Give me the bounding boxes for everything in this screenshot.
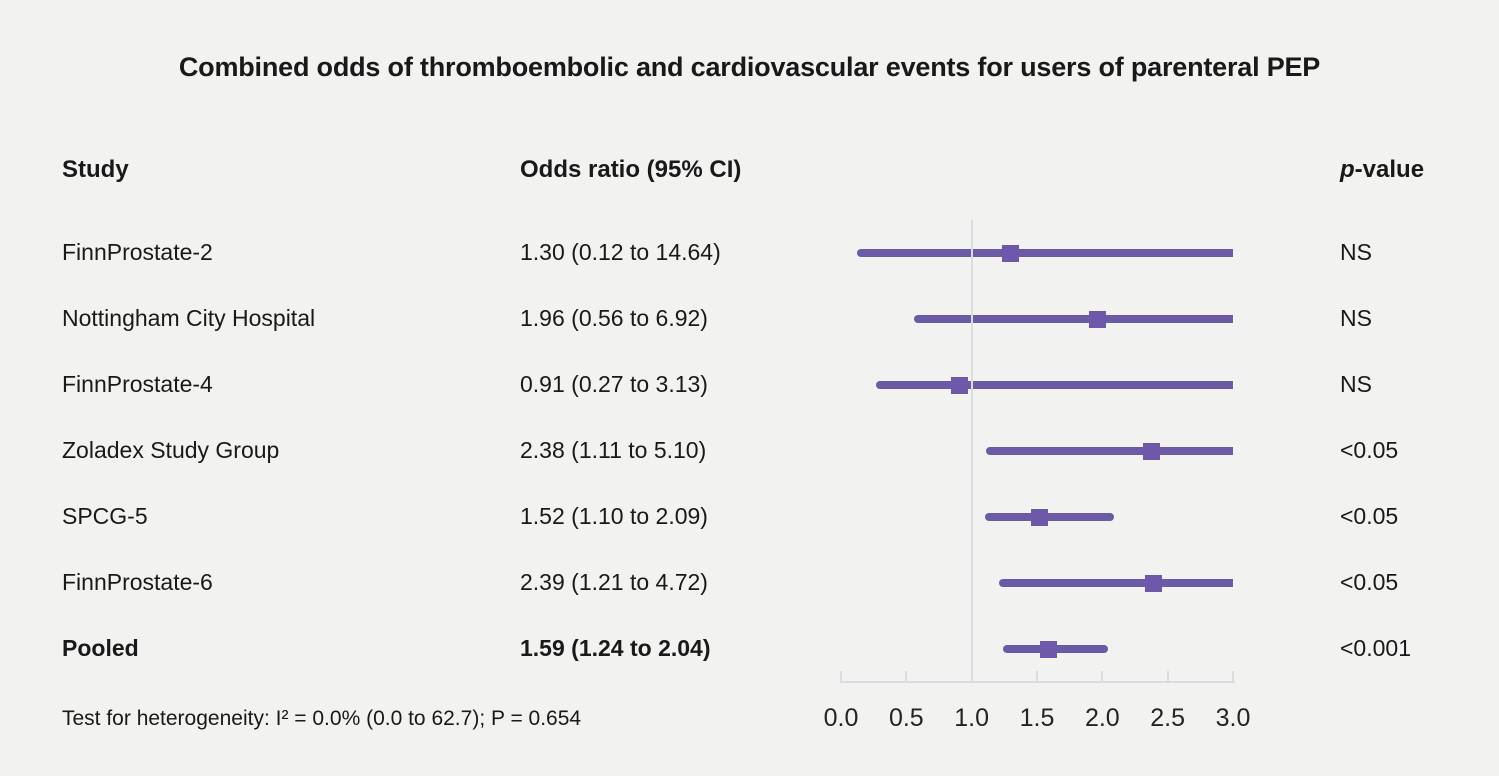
p-value-header-italic-p: p	[1340, 156, 1355, 183]
x-axis-tick	[1036, 671, 1038, 681]
p-value-label: <0.05	[1340, 569, 1399, 595]
x-axis-tick-label: 1.5	[1019, 704, 1055, 732]
x-axis-tick	[1232, 671, 1234, 681]
study-label: Zoladex Study Group	[62, 437, 280, 463]
confidence-interval-line	[876, 381, 1233, 389]
x-axis-tick-label: 0.0	[823, 704, 859, 732]
study-label: FinnProstate-4	[62, 371, 213, 397]
reference-line	[971, 220, 973, 683]
odds-ratio-marker	[1031, 508, 1049, 526]
confidence-interval-line	[999, 579, 1233, 587]
odds-ratio-marker	[1088, 310, 1106, 328]
column-header-odds-ratio: Odds ratio (95% CI)	[520, 156, 742, 183]
p-value-label: NS	[1340, 305, 1372, 331]
column-header-study: Study	[62, 156, 129, 183]
study-label: Nottingham City Hospital	[62, 305, 316, 331]
column-header-p-value: p-value	[1340, 157, 1424, 183]
p-value-label: <0.05	[1340, 503, 1399, 529]
odds-ratio-label: 1.30 (0.12 to 14.64)	[520, 239, 721, 265]
x-axis-tick-label: 1.0	[954, 704, 990, 732]
study-label: FinnProstate-2	[62, 239, 213, 265]
odds-ratio-label: 1.59 (1.24 to 2.04)	[520, 635, 711, 661]
p-value-label: <0.05	[1340, 437, 1399, 463]
x-axis-tick	[970, 671, 973, 681]
heterogeneity-note: Test for heterogeneity: I² = 0.0% (0.0 t…	[62, 707, 582, 730]
odds-ratio-label: 1.96 (0.56 to 6.92)	[520, 305, 708, 331]
p-value-label: <0.001	[1340, 635, 1411, 661]
study-label: SPCG-5	[62, 503, 148, 529]
x-axis-tick	[1166, 671, 1169, 681]
confidence-interval-line	[856, 249, 1233, 257]
study-label: Pooled	[62, 635, 139, 661]
confidence-interval-line	[986, 447, 1233, 455]
confidence-interval-line	[984, 513, 1115, 521]
odds-ratio-marker	[1040, 640, 1058, 658]
chart-title: Combined odds of thromboembolic and card…	[178, 52, 1321, 82]
confidence-interval-line	[914, 315, 1233, 323]
odds-ratio-label: 2.39 (1.21 to 4.72)	[520, 569, 708, 595]
odds-ratio-marker	[1143, 442, 1161, 460]
p-value-label: NS	[1340, 371, 1372, 397]
x-axis-tick-label: 2.5	[1150, 704, 1186, 732]
p-value-header-rest: -value	[1354, 156, 1425, 183]
odds-ratio-marker	[1002, 244, 1020, 262]
x-axis-tick-label: 3.0	[1215, 704, 1251, 732]
odds-ratio-marker	[951, 376, 969, 394]
x-axis-tick	[1101, 671, 1104, 681]
odds-ratio-marker	[1144, 574, 1162, 592]
x-axis-tick-label: 2.0	[1084, 704, 1120, 732]
x-axis-tick-label: 0.5	[888, 704, 924, 732]
x-axis-line	[840, 681, 1235, 683]
study-label: FinnProstate-6	[62, 569, 213, 595]
x-axis-tick	[840, 671, 842, 681]
odds-ratio-label: 0.91 (0.27 to 3.13)	[520, 371, 708, 397]
odds-ratio-label: 2.38 (1.11 to 5.10)	[520, 437, 707, 463]
odds-ratio-label: 1.52 (1.10 to 2.09)	[520, 503, 708, 529]
p-value-label: NS	[1340, 239, 1372, 265]
x-axis-tick	[905, 671, 908, 681]
